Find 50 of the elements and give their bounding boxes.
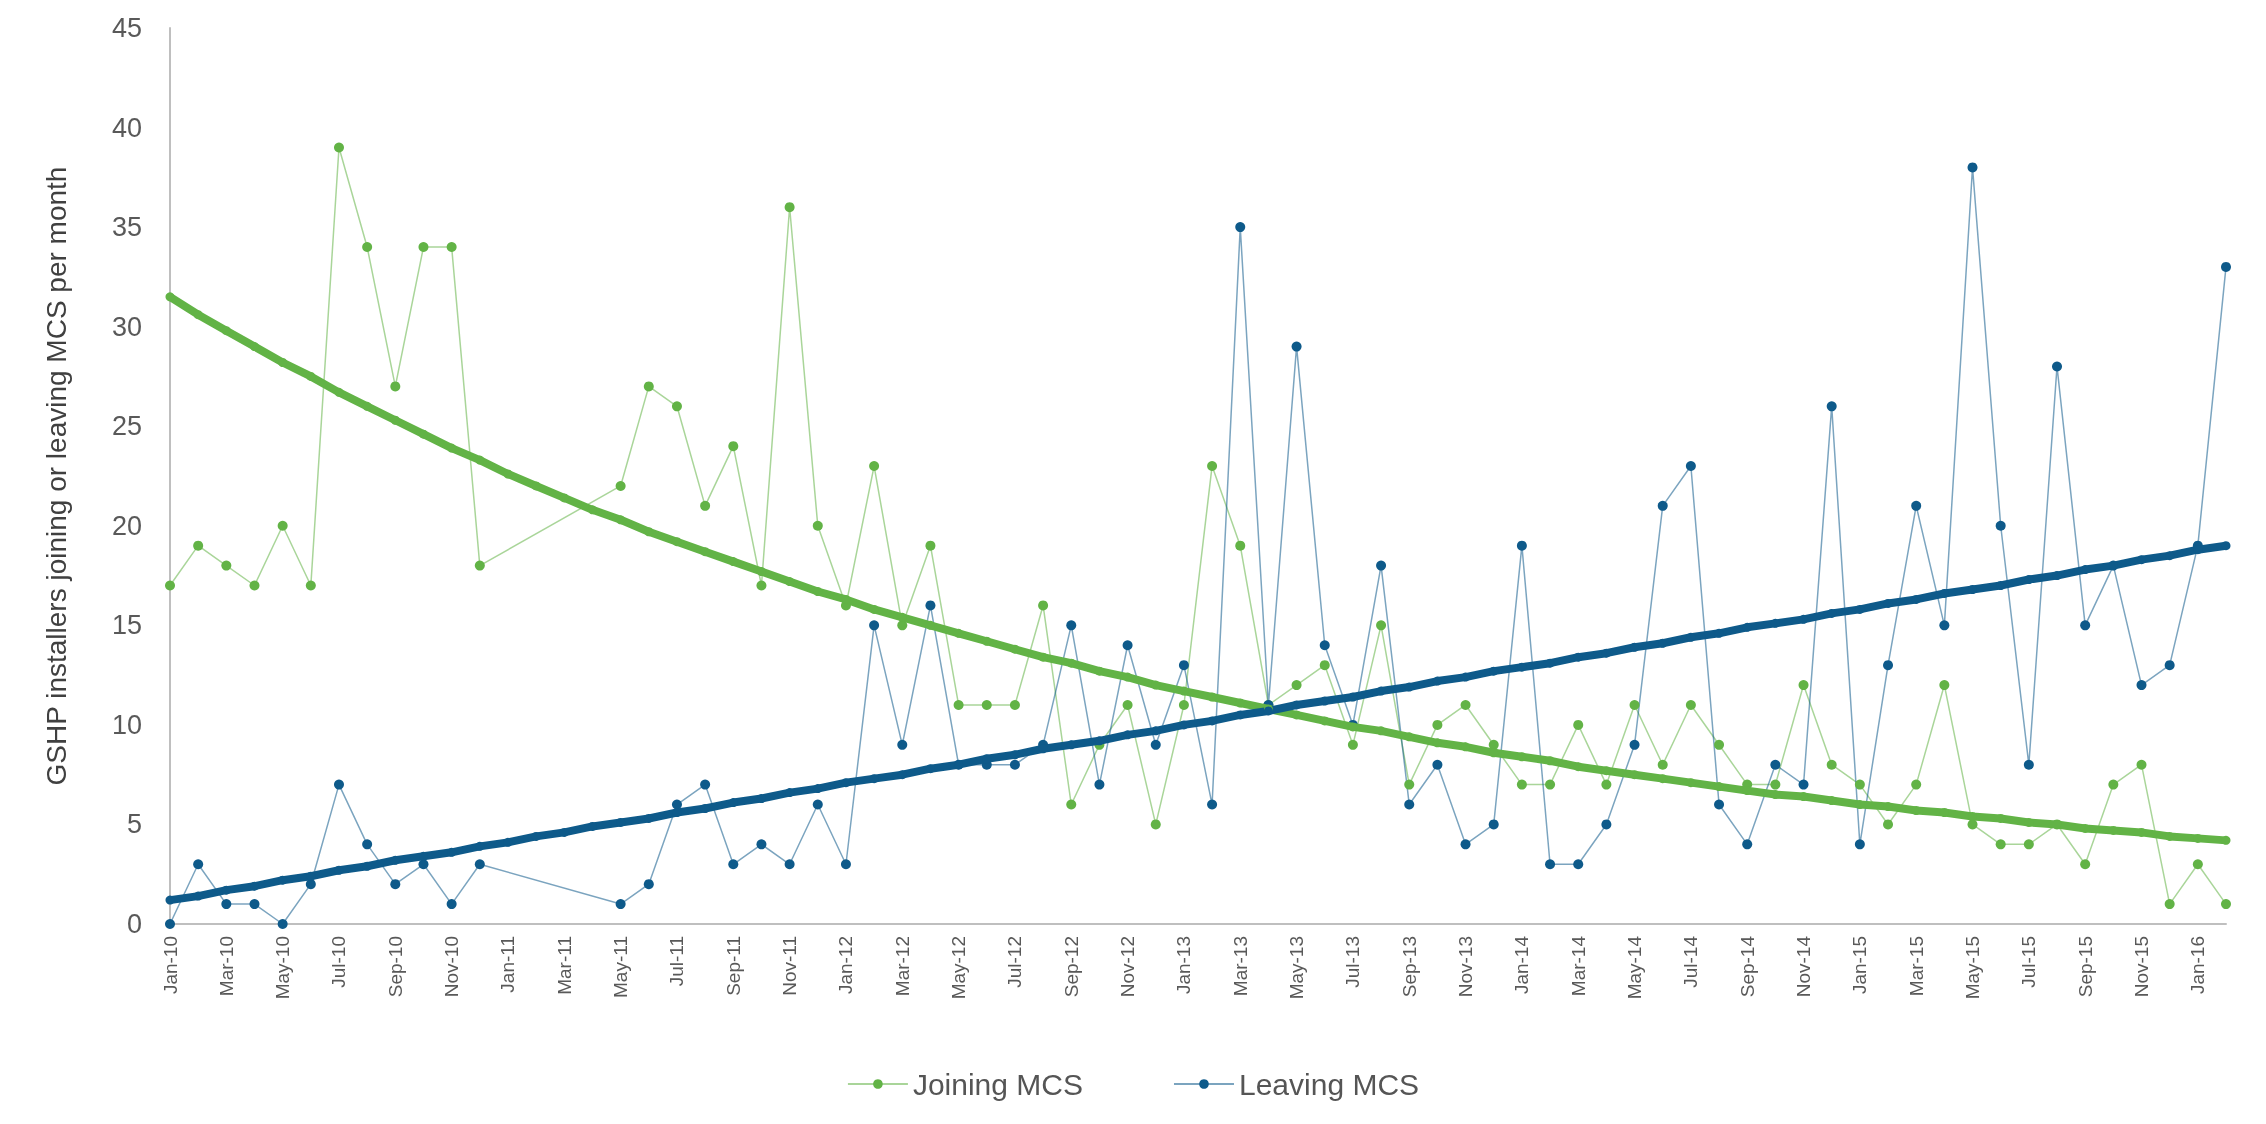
x-tick-label: Mar-11 — [553, 936, 575, 995]
x-tick-label: Mar-12 — [891, 936, 913, 997]
x-tick-label: Jul-10 — [328, 936, 350, 988]
y-tick-label: 5 — [126, 809, 142, 840]
x-tick-label: Sep-10 — [384, 936, 406, 998]
x-tick-label: Jan-13 — [1173, 936, 1195, 995]
x-tick-label: Jul-11 — [666, 936, 688, 987]
x-tick-label: May-12 — [948, 936, 970, 1000]
x-tick-label: May-13 — [1286, 936, 1308, 1000]
x-tick-label: Mar-14 — [1567, 935, 1589, 997]
y-tick-label: 45 — [111, 13, 142, 43]
x-tick-label: Jan-14 — [1511, 935, 1533, 995]
y-axis-title: GSHP installers joining or leaving MCS per month — [40, 166, 72, 786]
x-tick-label: Jan-16 — [2187, 936, 2209, 995]
x-tick-label: Sep-14 — [1736, 935, 1758, 998]
x-tick-label: Jul-15 — [2018, 936, 2040, 988]
x-tick-label: Jan-11 — [497, 936, 519, 993]
y-tick-label: 25 — [111, 411, 142, 442]
y-tick-label: 20 — [111, 510, 142, 541]
x-tick-label: Jan-10 — [159, 936, 181, 995]
x-tick-label: Jul-14 — [1680, 935, 1702, 988]
y-tick-label: 15 — [111, 610, 142, 641]
x-tick-label: Mar-13 — [1229, 936, 1251, 997]
x-tick-label: Nov-11 — [779, 936, 801, 996]
legend-label: Joining MCS — [912, 1067, 1083, 1101]
y-tick-label: 10 — [111, 709, 142, 740]
x-tick-label: May-15 — [1962, 936, 1984, 1000]
x-tick-label: Nov-13 — [1455, 936, 1477, 998]
y-tick-label: 0 — [126, 909, 142, 939]
x-tick-label: May-10 — [272, 936, 294, 1000]
x-tick-label: Jan-15 — [1849, 936, 1871, 995]
x-tick-label: Mar-10 — [215, 936, 237, 997]
y-tick-label: 40 — [111, 112, 142, 143]
x-tick-label: Nov-12 — [1117, 936, 1139, 998]
x-tick-label: May-14 — [1624, 935, 1646, 1000]
x-tick-label: Jan-12 — [835, 936, 857, 995]
y-tick-label: 35 — [111, 212, 142, 243]
x-tick-label: Jul-12 — [1004, 936, 1026, 988]
x-tick-label: Mar-15 — [1905, 936, 1927, 997]
x-tick-label: Sep-13 — [1398, 936, 1420, 998]
x-tick-label: Nov-14 — [1793, 935, 1815, 998]
x-tick-label: Nov-10 — [441, 936, 463, 998]
x-tick-label: May-11 — [610, 936, 632, 998]
x-tick-label: Sep-11 — [722, 936, 744, 996]
legend-label: Leaving MCS — [1238, 1067, 1420, 1101]
x-tick-label: Sep-12 — [1060, 936, 1082, 998]
x-tick-label: Nov-15 — [2131, 936, 2153, 998]
x-tick-label: Sep-15 — [2074, 936, 2096, 998]
x-tick-label: Jul-13 — [1342, 936, 1364, 988]
y-tick-label: 30 — [111, 311, 142, 342]
